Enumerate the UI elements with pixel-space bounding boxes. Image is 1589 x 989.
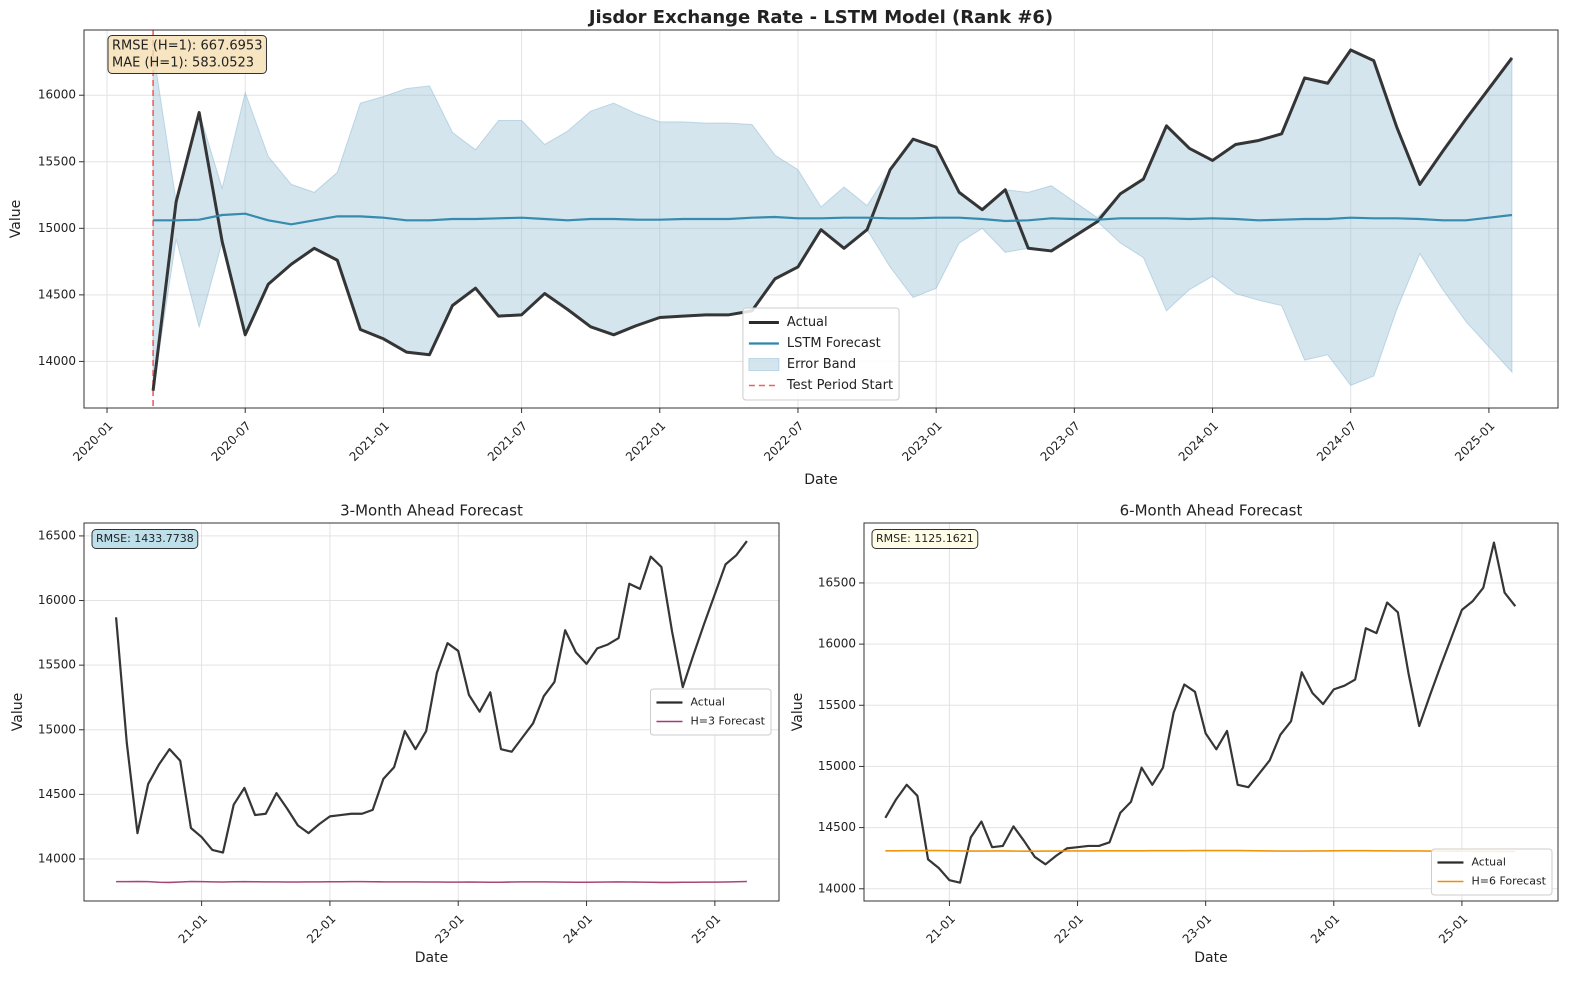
annotation-box xyxy=(107,35,267,74)
x-tick-label: 2023-01 xyxy=(899,419,944,464)
y-tick-label: 14500 xyxy=(38,787,76,801)
x-tick-label: 2024-01 xyxy=(1176,419,1221,464)
x-tick-label: 22-01 xyxy=(304,912,339,947)
y-tick-label: 16000 xyxy=(38,88,76,102)
x-tick-label: 23-01 xyxy=(432,912,467,947)
x-tick-label: 2023-07 xyxy=(1038,419,1083,464)
plot-frame xyxy=(863,522,1559,902)
y-tick-label: 15500 xyxy=(38,154,76,168)
x-tick-label: 2021-07 xyxy=(485,419,530,464)
legend-box xyxy=(649,688,772,736)
x-tick-label: 25-01 xyxy=(1436,912,1471,947)
y-tick-label: 14500 xyxy=(38,287,76,301)
x-tick-label: 2022-01 xyxy=(623,419,668,464)
x-tick-label: 24-01 xyxy=(561,912,596,947)
legend-box xyxy=(1430,848,1553,896)
legend-swatch xyxy=(748,358,780,371)
x-tick-label: 21-01 xyxy=(923,912,958,947)
plot-frame xyxy=(83,522,780,902)
legend-label: Actual xyxy=(1471,856,1505,869)
y-tick-label: 16000 xyxy=(38,593,76,607)
y-tick-label: 14500 xyxy=(818,820,856,834)
legend-box xyxy=(742,307,900,401)
series-line xyxy=(116,880,747,884)
y-tick-label: 14000 xyxy=(818,881,856,895)
x-tick-label: 2022-07 xyxy=(761,419,806,464)
subplot: 6-Month Ahead Forecast Date Value 14000 1450… xyxy=(790,502,1559,966)
series-line xyxy=(885,849,1516,853)
x-tick-label: 2020-01 xyxy=(70,419,115,464)
y-tick-label: 14000 xyxy=(38,852,76,866)
annotation-text: RMSE (H=1): 667.6953 xyxy=(112,39,262,54)
subplot: 3-Month Ahead Forecast Date Value 14000 1450… xyxy=(10,502,780,966)
annotation-text: RMSE: 1433.7738 xyxy=(96,532,194,545)
x-tick-label: 25-01 xyxy=(689,912,724,947)
annotation: RMSE: 1433.7738 xyxy=(91,529,199,549)
x-axis-label: Date xyxy=(804,472,837,488)
plot-frame xyxy=(83,29,1559,409)
legend: Actual LSTM Forecast Error Band Test Period… xyxy=(742,307,900,401)
y-tick-label: 15500 xyxy=(38,658,76,672)
y-tick-label: 15000 xyxy=(38,221,76,235)
annotation: RMSE: 1125.1621 xyxy=(871,529,979,549)
legend: Actual H=3 Forecast xyxy=(649,688,772,736)
y-tick-label: 14000 xyxy=(38,354,76,368)
chart-title: 6-Month Ahead Forecast xyxy=(1120,502,1303,520)
y-tick-label: 15000 xyxy=(38,722,76,736)
series-line xyxy=(151,48,1514,391)
legend-label: H=6 Forecast xyxy=(1471,875,1546,888)
legend-label: Test Period Start xyxy=(786,378,893,393)
x-axis-label: Date xyxy=(415,950,448,966)
legend-label: H=3 Forecast xyxy=(690,715,765,728)
x-tick-label: 2020-07 xyxy=(208,419,253,464)
subplot: Jisdor Exchange Rate - LSTM Model (Rank … xyxy=(8,7,1559,488)
legend: Actual H=6 Forecast xyxy=(1430,848,1553,896)
series-line xyxy=(884,541,1517,884)
y-tick-label: 16500 xyxy=(818,575,856,589)
x-axis-label: Date xyxy=(1194,950,1227,966)
y-tick-label: 15500 xyxy=(818,698,856,712)
x-tick-label: 2021-01 xyxy=(347,419,392,464)
y-axis-label: Value xyxy=(10,693,26,731)
legend-label: Actual xyxy=(787,315,828,330)
series-line xyxy=(114,540,748,854)
legend-label: Actual xyxy=(690,696,724,709)
y-tick-label: 15000 xyxy=(818,759,856,773)
x-tick-label: 24-01 xyxy=(1308,912,1343,947)
chart-title: Jisdor Exchange Rate - LSTM Model (Rank … xyxy=(587,7,1053,28)
annotation-box xyxy=(871,529,979,549)
annotation-text: MAE (H=1): 583.0523 xyxy=(112,56,254,71)
annotation-text: RMSE: 1125.1621 xyxy=(876,532,974,545)
chart-title: 3-Month Ahead Forecast xyxy=(340,502,523,520)
annotation: RMSE (H=1): 667.6953 MAE (H=1): 583.0523 xyxy=(107,35,267,74)
y-tick-label: 16000 xyxy=(818,637,856,651)
legend-label: Error Band xyxy=(787,357,856,372)
series-line xyxy=(153,212,1513,226)
y-axis-label: Value xyxy=(790,693,806,731)
y-tick-label: 16500 xyxy=(38,528,76,542)
x-tick-label: 23-01 xyxy=(1180,912,1215,947)
x-tick-label: 2025-01 xyxy=(1452,419,1497,464)
legend-label: LSTM Forecast xyxy=(787,336,881,351)
x-tick-label: 21-01 xyxy=(176,912,211,947)
x-tick-label: 2024-07 xyxy=(1314,419,1359,464)
y-axis-label: Value xyxy=(8,200,24,238)
x-tick-label: 22-01 xyxy=(1052,912,1087,947)
annotation-box xyxy=(91,529,199,549)
